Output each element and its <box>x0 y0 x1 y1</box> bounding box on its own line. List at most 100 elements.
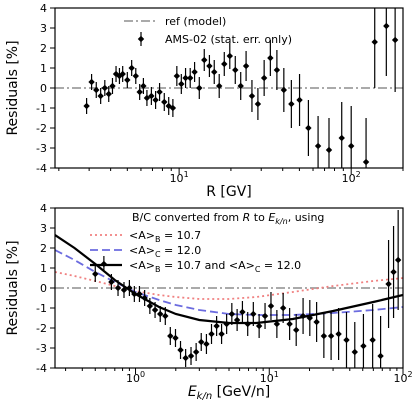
ams02-point <box>187 74 194 82</box>
ams02-point <box>211 68 218 76</box>
x-tick-label: 101 <box>260 370 279 385</box>
bc-data-point <box>250 310 257 318</box>
ams02-point <box>242 62 250 70</box>
y-tick-label: 0 <box>40 282 47 295</box>
bc-data-point <box>394 256 402 264</box>
legend: ref (model) AMS-02 (stat. err. only) <box>124 15 292 46</box>
bc-data-point <box>327 332 335 340</box>
legend-label-a-c: <A>C = 12.0 <box>129 244 201 259</box>
ams02-point <box>201 56 208 64</box>
y-tick-label: 3 <box>40 22 47 35</box>
ams02-point <box>288 100 295 108</box>
bc-data-point <box>228 310 236 318</box>
y-tick-label: -1 <box>36 102 47 115</box>
ams02-point <box>232 66 239 74</box>
bc-data-point <box>390 268 397 276</box>
y-tick-label: -3 <box>36 142 47 155</box>
bc-data-point <box>120 286 128 294</box>
ams02-point <box>226 52 233 60</box>
ams02-point <box>371 38 378 46</box>
ams02-point <box>314 142 322 150</box>
ams02-point <box>191 68 198 76</box>
bc-data-point <box>192 348 200 356</box>
bc-data-point <box>239 308 246 316</box>
bc-data-point <box>198 338 205 346</box>
y-tick-label: 1 <box>40 262 47 275</box>
bottom-panel: -4 -3 -2 -1 0 1 2 3 4 100 101 102 Residuals [%] Ek/n … <box>5 202 413 402</box>
ams02-point <box>136 88 143 96</box>
bc-data-point <box>167 332 174 340</box>
y-tick-label: -2 <box>36 322 47 335</box>
legend-ams-marker <box>137 35 145 43</box>
bc-data-point <box>208 330 215 338</box>
ams02-point <box>119 70 126 78</box>
ams02-point <box>260 74 268 82</box>
legend: B/C converted from R to Ek/n, using <A>B … <box>90 211 324 274</box>
ams02-point <box>132 72 139 80</box>
bc-data-point <box>261 312 269 320</box>
ams02-point <box>148 92 155 100</box>
ams02-point <box>206 62 213 70</box>
bc-data-point <box>279 304 287 312</box>
ams02-point <box>140 82 147 90</box>
ams02-point <box>182 74 189 82</box>
bc-data-point <box>343 336 350 344</box>
ams02-point <box>338 134 345 142</box>
y-tick-label: -4 <box>36 162 47 175</box>
y-tick-label: 2 <box>40 242 47 255</box>
bc-data-point <box>141 294 148 302</box>
bc-data-point <box>351 348 358 356</box>
bc-data-point <box>172 334 179 342</box>
ams02-point <box>237 82 244 90</box>
ams02-point <box>83 102 90 110</box>
ams02-point <box>178 80 185 88</box>
bc-data-point <box>162 312 169 320</box>
bc-data-point <box>233 316 241 324</box>
bc-data-point <box>320 332 328 340</box>
bc-data-point <box>306 314 314 322</box>
bc-data-point <box>114 284 122 292</box>
legend-title: B/C converted from R to Ek/n, using <box>132 211 324 226</box>
curve-a-b-and-a-c <box>55 234 403 325</box>
legend-label-both: <A>B = 10.7 and <A>C = 12.0 <box>129 259 301 274</box>
legend-ref-label: ref (model) <box>165 15 226 28</box>
bc-data-point <box>335 330 342 338</box>
ams02-point <box>248 92 256 100</box>
ams02-point <box>101 84 109 92</box>
model-curves <box>55 234 403 325</box>
bc-data-point <box>267 302 275 310</box>
bc-data-point <box>385 280 392 288</box>
ams02-point <box>325 146 333 154</box>
x-tick-label: 100 <box>126 370 145 385</box>
ams02-point <box>296 96 303 104</box>
ams02-point <box>128 64 135 72</box>
ams02-point <box>156 88 163 96</box>
bc-data-point <box>360 342 367 350</box>
ams02-point <box>383 22 390 30</box>
ams02-point <box>216 82 223 90</box>
bc-data-point <box>244 320 251 328</box>
ams02-point <box>196 84 203 92</box>
y-tick-label: -4 <box>36 362 47 375</box>
ams02-point <box>267 54 274 62</box>
y-tick-label: 3 <box>40 222 47 235</box>
bc-data-point <box>136 290 143 298</box>
plot-frame <box>54 7 404 169</box>
bc-data-point <box>377 352 384 360</box>
x-tick-label: 102 <box>393 370 412 385</box>
bc-data-point <box>203 340 210 348</box>
ams02-point <box>280 86 288 94</box>
bc-data-point <box>273 320 281 328</box>
ams02-point <box>88 78 95 86</box>
bc-data-point <box>108 278 115 286</box>
ams02-point <box>221 60 228 68</box>
curve-a-c <box>55 249 403 316</box>
ams02-point <box>305 124 312 132</box>
bc-data-point <box>218 330 225 338</box>
ams02-point <box>124 76 131 84</box>
y-tick-label: 4 <box>40 202 47 215</box>
ams02-point <box>161 98 168 106</box>
legend-label-a-b: <A>B = 10.7 <box>129 229 201 244</box>
bc-data-point <box>126 284 133 292</box>
